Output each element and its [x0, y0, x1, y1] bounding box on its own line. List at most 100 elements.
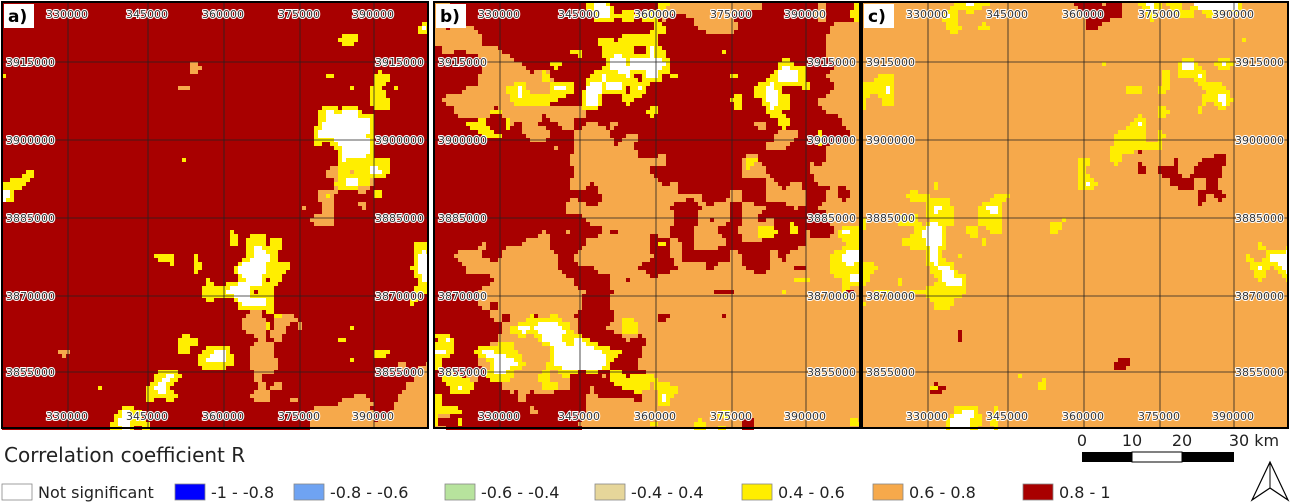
y-coordinate-label: 3885000: [375, 212, 424, 225]
y-coordinate-label: 3915000: [866, 56, 915, 69]
y-coordinate-label: 3855000: [375, 366, 424, 379]
panel-label: a): [8, 7, 27, 27]
x-coordinate-label: 360000: [634, 410, 676, 423]
scale-label: 0: [1077, 431, 1087, 450]
legend-label: -0.6 - -0.4: [481, 483, 559, 502]
panel-frame: [433, 1, 861, 429]
y-coordinate-label: 3900000: [866, 134, 915, 147]
x-coordinate-label: 375000: [1138, 410, 1180, 423]
legend-label: Not significant: [38, 483, 154, 502]
north-arrow: [1250, 460, 1290, 502]
y-coordinate-label: 3900000: [807, 134, 856, 147]
map-panel: 330000 330000 345000 345000 360000 360000 3750…: [433, 1, 861, 430]
scale-bar: [1082, 451, 1234, 463]
x-coordinate-label: 390000: [784, 410, 826, 423]
y-coordinate-label: 3855000: [6, 366, 55, 379]
y-coordinate-label: 3915000: [375, 56, 424, 69]
y-coordinate-label: 3915000: [6, 56, 55, 69]
x-coordinate-label: 345000: [558, 8, 600, 21]
x-coordinate-label: 360000: [202, 8, 244, 21]
x-coordinate-label: 330000: [46, 8, 88, 21]
scale-segment: [1082, 452, 1132, 462]
raster-class: [2, 2, 428, 430]
x-coordinate-label: 330000: [906, 8, 948, 21]
legend-swatch: [1, 483, 33, 501]
x-coordinate-label: 360000: [202, 410, 244, 423]
legend-swatch: [594, 483, 626, 501]
x-coordinate-label: 390000: [352, 410, 394, 423]
scale-segment: [1182, 452, 1234, 462]
legend-swatch: [741, 483, 773, 501]
x-coordinate-label: 345000: [558, 410, 600, 423]
y-coordinate-label: 3855000: [1235, 366, 1284, 379]
x-coordinate-label: 345000: [986, 410, 1028, 423]
raster-class: [434, 2, 854, 430]
legend-label: -1 - -0.8: [211, 483, 274, 502]
legend-label: 0.8 - 1: [1059, 483, 1111, 502]
y-coordinate-label: 3855000: [807, 366, 856, 379]
x-coordinate-label: 345000: [126, 8, 168, 21]
x-coordinate-label: 360000: [1062, 8, 1104, 21]
panel-label: b): [440, 7, 460, 27]
x-coordinate-label: 330000: [478, 410, 520, 423]
x-coordinate-label: 390000: [784, 8, 826, 21]
legend-swatch: [872, 483, 904, 501]
y-coordinate-label: 3915000: [1235, 56, 1284, 69]
scale-label: 20: [1172, 431, 1192, 450]
y-coordinate-label: 3915000: [807, 56, 856, 69]
y-coordinate-label: 3900000: [438, 134, 487, 147]
legend-title: Correlation coefficient R: [4, 443, 245, 467]
raster-class: [2, 22, 428, 430]
y-coordinate-label: 3900000: [375, 134, 424, 147]
y-coordinate-label: 3900000: [1235, 134, 1284, 147]
legend-label: 0.4 - 0.6: [778, 483, 845, 502]
y-coordinate-label: 3885000: [6, 212, 55, 225]
scale-label: 10: [1122, 431, 1142, 450]
y-coordinate-label: 3885000: [438, 212, 487, 225]
scale-label: 30 km: [1229, 431, 1279, 450]
legend-label: 0.6 - 0.8: [909, 483, 976, 502]
legend-label: -0.8 - -0.6: [330, 483, 408, 502]
y-coordinate-label: 3885000: [866, 212, 915, 225]
x-coordinate-label: 390000: [1212, 410, 1254, 423]
x-coordinate-label: 390000: [352, 8, 394, 21]
y-coordinate-label: 3870000: [375, 290, 424, 303]
x-coordinate-label: 390000: [1212, 8, 1254, 21]
scale-segment: [1131, 451, 1183, 463]
y-coordinate-label: 3870000: [807, 290, 856, 303]
panel-label-box: [4, 4, 34, 28]
y-coordinate-label: 3885000: [807, 212, 856, 225]
y-coordinate-label: 3855000: [866, 366, 915, 379]
x-coordinate-label: 330000: [906, 410, 948, 423]
map-panel: 330000 330000 345000 345000 360000 360000 3750…: [861, 1, 1289, 430]
y-coordinate-label: 3900000: [6, 134, 55, 147]
x-coordinate-label: 375000: [278, 410, 320, 423]
legend-swatch: [444, 483, 476, 501]
y-coordinate-label: 3885000: [1235, 212, 1284, 225]
x-coordinate-label: 345000: [126, 410, 168, 423]
x-coordinate-label: 360000: [634, 8, 676, 21]
panel-frame: [861, 1, 1289, 429]
y-coordinate-label: 3915000: [438, 56, 487, 69]
panel-label: c): [868, 7, 886, 27]
panel-label-box: [436, 4, 466, 28]
raster-class: [862, 2, 1288, 430]
y-coordinate-label: 3870000: [1235, 290, 1284, 303]
map-panel: 330000 330000 345000 345000 360000 360000 3750…: [1, 1, 429, 430]
legend-label: -0.4 - 0.4: [631, 483, 704, 502]
legend-swatch: [293, 483, 325, 501]
legend-swatch: [174, 483, 206, 501]
x-coordinate-label: 375000: [710, 8, 752, 21]
panel-frame: [1, 1, 429, 429]
x-coordinate-label: 330000: [478, 8, 520, 21]
x-coordinate-label: 375000: [710, 410, 752, 423]
x-coordinate-label: 330000: [46, 410, 88, 423]
x-coordinate-label: 375000: [1138, 8, 1180, 21]
x-coordinate-label: 375000: [278, 8, 320, 21]
x-coordinate-label: 345000: [986, 8, 1028, 21]
y-coordinate-label: 3870000: [438, 290, 487, 303]
legend-swatch: [1022, 483, 1054, 501]
x-coordinate-label: 360000: [1062, 410, 1104, 423]
y-coordinate-label: 3870000: [866, 290, 915, 303]
